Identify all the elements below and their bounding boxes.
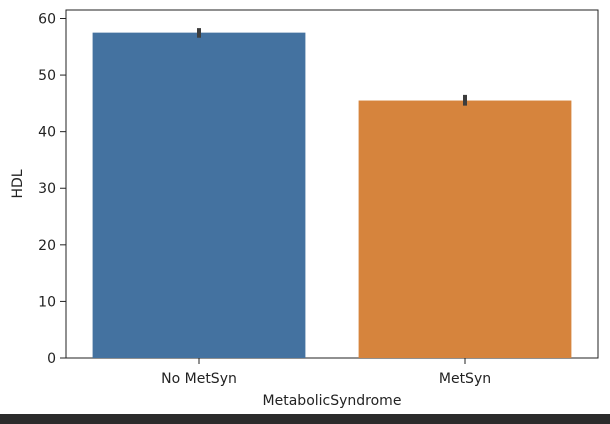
bar [358,100,572,358]
x-axis-label: MetabolicSyndrome [263,393,402,409]
y-tick-label: 40 [38,125,56,141]
y-tick-label: 60 [38,11,56,27]
plot-frame [65,9,599,359]
bar [92,32,306,358]
x-axis: No MetSyn MetSyn [161,358,491,387]
x-tick-label: No MetSyn [161,371,237,387]
y-tick-label: 20 [38,238,56,254]
y-axis: 0 10 20 30 40 50 60 [38,11,66,367]
bars-group [92,28,572,358]
y-tick-label: 50 [38,68,56,84]
y-tick-label: 30 [38,181,56,197]
footer-bar [0,414,610,424]
y-tick-label: 0 [47,351,56,367]
y-axis-label: HDL [10,169,26,198]
x-tick-label: MetSyn [439,371,491,387]
y-tick-label: 10 [38,294,56,310]
